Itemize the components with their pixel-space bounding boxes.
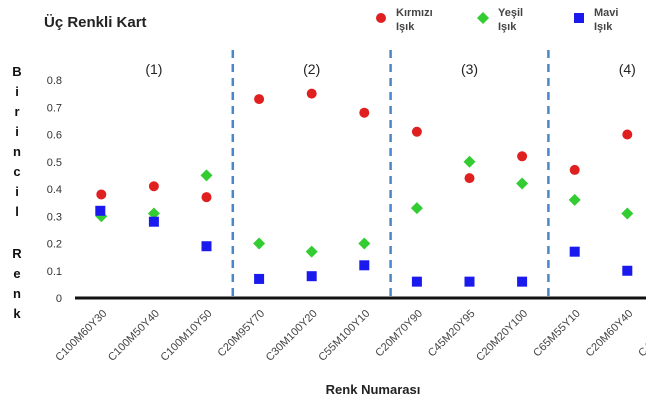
group-label: (2): [303, 61, 320, 77]
group-labels: (1) (2) (3) (4): [145, 61, 636, 77]
y-axis-label-char: n: [13, 286, 21, 301]
data-points: [95, 88, 634, 287]
y-axis-label-char: B: [12, 64, 21, 79]
data-point-square: [254, 273, 265, 284]
data-point-circle: [96, 189, 107, 200]
x-tick-label: C20M70Y90: [373, 308, 425, 360]
data-point-circle: [569, 164, 580, 175]
y-tick-label: 0.7: [47, 102, 62, 114]
data-point-diamond: [463, 155, 476, 168]
y-tick-label: 0.8: [47, 75, 62, 87]
y-axis-label-char: k: [13, 306, 21, 321]
y-axis-label-char: r: [14, 104, 19, 119]
y-tick-label: 0.5: [47, 157, 62, 169]
y-axis-label-char: n: [13, 144, 21, 159]
series-3: [95, 205, 633, 287]
x-tick-label: C100M50Y40: [106, 308, 162, 364]
data-point-circle: [464, 173, 475, 184]
x-tick-label: C100M10Y50: [159, 308, 215, 364]
legend-label: Yeşil Işık: [498, 7, 523, 33]
data-point-circle: [148, 181, 159, 192]
y-axis-label-char: l: [15, 204, 19, 219]
data-point-circle: [201, 192, 212, 203]
legend-marker: [376, 13, 386, 23]
x-tick-label: C40M20Y65: [636, 308, 646, 360]
group-label: (4): [619, 61, 636, 77]
chart-title: Üç Renkli Kart: [44, 14, 147, 31]
data-point-square: [622, 265, 633, 276]
x-tick-label: C100M60Y30: [53, 308, 109, 364]
y-axis-label-char: i: [15, 124, 19, 139]
x-tick-label: C65M55Y10: [531, 308, 583, 360]
data-point-circle: [517, 151, 528, 162]
x-tick-label: C20M60Y40: [584, 308, 636, 360]
data-point-square: [411, 276, 422, 287]
data-point-circle: [306, 88, 317, 99]
y-tick-label: 0.6: [47, 130, 62, 142]
data-point-square: [517, 276, 528, 287]
x-tick-label: C20M95Y70: [215, 308, 267, 360]
legend: Kırmızı Işık Yeşil Işık Mavi Işık: [376, 7, 618, 33]
data-point-diamond: [516, 177, 529, 190]
y-axis-label-char: R: [12, 246, 22, 261]
data-point-circle: [411, 126, 422, 137]
y-axis-label-char: i: [15, 184, 19, 199]
data-point-square: [95, 205, 106, 216]
y-axis-label-char: c: [13, 164, 20, 179]
y-axis-label-char: i: [15, 84, 19, 99]
data-point-diamond: [410, 202, 423, 215]
legend-marker: [574, 13, 584, 23]
legend-label: Mavi Işık: [594, 7, 618, 33]
legend-item: Mavi Işık: [574, 7, 618, 33]
series-2: [95, 155, 634, 258]
data-point-circle: [254, 94, 265, 105]
legend-item: Yeşil Işık: [477, 7, 523, 33]
data-point-diamond: [305, 245, 318, 258]
data-point-diamond: [200, 169, 213, 182]
x-tick-label: C45M20Y95: [426, 308, 478, 360]
y-tick-label: 0.4: [47, 184, 62, 196]
legend-marker: [477, 12, 489, 24]
data-point-square: [148, 216, 159, 227]
data-point-diamond: [147, 207, 160, 220]
y-axis-ticks: 0 0.1 0.2 0.3 0.4 0.5 0.6 0.7 0.8: [47, 75, 62, 305]
x-axis-label: Renk Numarası: [326, 382, 421, 397]
y-tick-label: 0.3: [47, 211, 62, 223]
legend-item: Kırmızı Işık: [376, 7, 433, 33]
x-tick-label: C55M100Y10: [316, 308, 372, 364]
series-1: [96, 88, 633, 203]
group-label: (3): [461, 61, 478, 77]
y-tick-label: 0.2: [47, 239, 62, 251]
data-point-diamond: [253, 237, 266, 250]
data-point-square: [569, 246, 580, 257]
data-point-square: [201, 241, 212, 252]
group-separators: [231, 50, 550, 298]
data-point-diamond: [358, 237, 371, 250]
data-point-square: [306, 271, 317, 282]
data-point-circle: [359, 107, 370, 118]
y-axis-label-char: e: [13, 266, 20, 281]
x-tick-label: C20M20Y100: [474, 308, 530, 364]
data-point-square: [464, 276, 475, 287]
x-tick-label: C30M100Y20: [264, 308, 320, 364]
legend-label: Kırmızı Işık: [396, 7, 433, 33]
data-point-circle: [622, 129, 633, 140]
data-point-diamond: [621, 207, 634, 220]
data-point-diamond: [568, 193, 581, 206]
data-point-square: [359, 260, 370, 271]
y-tick-label: 0.1: [47, 266, 62, 278]
y-tick-label: 0: [56, 293, 62, 305]
group-label: (1): [145, 61, 162, 77]
